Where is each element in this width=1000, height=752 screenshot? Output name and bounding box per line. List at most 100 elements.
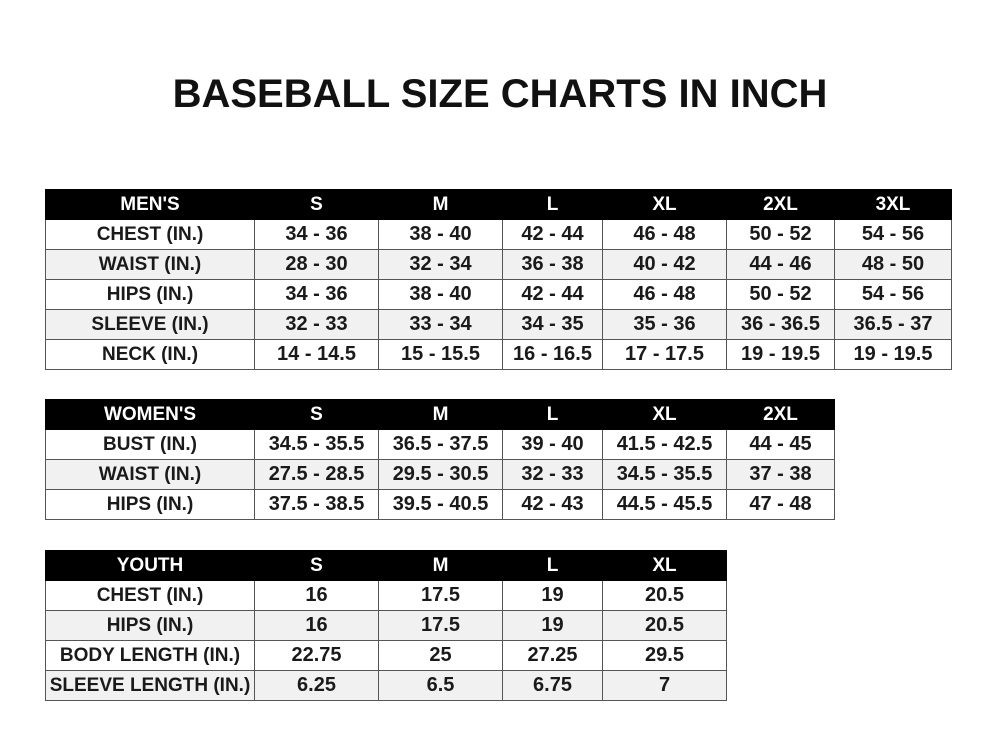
table-row: HIPS (IN.) 34 - 36 38 - 40 42 - 44 46 - 48 50… (45, 279, 952, 310)
size-value-cell: 50 - 52 (726, 219, 835, 250)
size-column-header: M (378, 550, 503, 581)
measurement-label: HIPS (IN.) (45, 489, 255, 520)
size-value-cell: 37.5 - 38.5 (254, 489, 379, 520)
size-value-cell: 36 - 38 (502, 249, 603, 280)
size-value-cell: 20.5 (602, 610, 727, 641)
size-column-header: 2XL (726, 399, 835, 430)
measurement-label: HIPS (IN.) (45, 279, 255, 310)
size-value-cell: 32 - 33 (254, 309, 379, 340)
size-value-cell: 48 - 50 (834, 249, 952, 280)
size-value-cell: 14 - 14.5 (254, 339, 379, 370)
table-row: BODY LENGTH (IN.) 22.75 25 27.25 29.5 (45, 640, 727, 671)
size-value-cell: 17.5 (378, 610, 503, 641)
size-value-cell: 54 - 56 (834, 279, 952, 310)
size-value-cell: 42 - 44 (502, 279, 603, 310)
size-column-header: S (254, 550, 379, 581)
size-value-cell: 50 - 52 (726, 279, 835, 310)
size-value-cell: 44 - 46 (726, 249, 835, 280)
size-value-cell: 34.5 - 35.5 (254, 429, 379, 460)
size-value-cell: 54 - 56 (834, 219, 952, 250)
size-value-cell: 47 - 48 (726, 489, 835, 520)
table-row: CHEST (IN.) 34 - 36 38 - 40 42 - 44 46 - 48 5… (45, 219, 952, 250)
size-value-cell: 27.25 (502, 640, 603, 671)
size-value-cell: 35 - 36 (602, 309, 727, 340)
size-value-cell: 40 - 42 (602, 249, 727, 280)
table-row: WAIST (IN.) 28 - 30 32 - 34 36 - 38 40 - 42 4… (45, 249, 952, 280)
size-value-cell: 34 - 36 (254, 279, 379, 310)
size-value-cell: 44.5 - 45.5 (602, 489, 727, 520)
size-value-cell: 19 (502, 580, 603, 611)
youth-size-table: YOUTH S M L XL CHEST (IN.) 16 17.5 19 20.5 HIPS (I… (45, 550, 727, 701)
table-row: NECK (IN.) 14 - 14.5 15 - 15.5 16 - 16.5 17 … (45, 339, 952, 370)
size-value-cell: 6.25 (254, 670, 379, 701)
size-column-header: L (502, 550, 603, 581)
measurement-label: SLEEVE (IN.) (45, 309, 255, 340)
table-row: CHEST (IN.) 16 17.5 19 20.5 (45, 580, 727, 611)
size-value-cell: 20.5 (602, 580, 727, 611)
size-value-cell: 6.75 (502, 670, 603, 701)
size-value-cell: 38 - 40 (378, 279, 503, 310)
size-column-header: XL (602, 550, 727, 581)
size-value-cell: 42 - 44 (502, 219, 603, 250)
size-value-cell: 34 - 35 (502, 309, 603, 340)
size-value-cell: 15 - 15.5 (378, 339, 503, 370)
size-value-cell: 42 - 43 (502, 489, 603, 520)
size-value-cell: 41.5 - 42.5 (602, 429, 727, 460)
size-column-header: 2XL (726, 189, 835, 220)
size-column-header: L (502, 189, 603, 220)
size-value-cell: 34.5 - 35.5 (602, 459, 727, 490)
table-category-header: MEN'S (45, 189, 255, 220)
table-header-row: MEN'S S M L XL 2XL 3XL (45, 189, 952, 220)
size-value-cell: 16 - 16.5 (502, 339, 603, 370)
size-column-header: L (502, 399, 603, 430)
size-value-cell: 36.5 - 37 (834, 309, 952, 340)
size-value-cell: 19 (502, 610, 603, 641)
size-value-cell: 29.5 - 30.5 (378, 459, 503, 490)
size-value-cell: 27.5 - 28.5 (254, 459, 379, 490)
measurement-label: WAIST (IN.) (45, 459, 255, 490)
size-value-cell: 44 - 45 (726, 429, 835, 460)
measurement-label: BUST (IN.) (45, 429, 255, 460)
size-column-header: M (378, 189, 503, 220)
table-row: HIPS (IN.) 37.5 - 38.5 39.5 - 40.5 42 - 43 4… (45, 489, 835, 520)
size-value-cell: 28 - 30 (254, 249, 379, 280)
mens-size-table: MEN'S S M L XL 2XL 3XL CHEST (IN.) 34 - 36 38 - 4… (45, 189, 952, 370)
table-row: WAIST (IN.) 27.5 - 28.5 29.5 - 30.5 32 - 33… (45, 459, 835, 490)
size-value-cell: 36.5 - 37.5 (378, 429, 503, 460)
table-category-header: WOMEN'S (45, 399, 255, 430)
size-column-header: 3XL (834, 189, 952, 220)
size-value-cell: 32 - 34 (378, 249, 503, 280)
measurement-label: NECK (IN.) (45, 339, 255, 370)
table-category-header: YOUTH (45, 550, 255, 581)
size-column-header: XL (602, 189, 727, 220)
page-title: BASEBALL SIZE CHARTS IN INCH (172, 72, 828, 116)
size-value-cell: 6.5 (378, 670, 503, 701)
size-value-cell: 34 - 36 (254, 219, 379, 250)
size-value-cell: 16 (254, 610, 379, 641)
size-value-cell: 19 - 19.5 (834, 339, 952, 370)
table-header-row: YOUTH S M L XL (45, 550, 727, 581)
size-value-cell: 38 - 40 (378, 219, 503, 250)
size-value-cell: 22.75 (254, 640, 379, 671)
measurement-label: WAIST (IN.) (45, 249, 255, 280)
size-value-cell: 33 - 34 (378, 309, 503, 340)
measurement-label: BODY LENGTH (IN.) (45, 640, 255, 671)
size-value-cell: 19 - 19.5 (726, 339, 835, 370)
size-value-cell: 46 - 48 (602, 219, 727, 250)
size-column-header: S (254, 399, 379, 430)
table-header-row: WOMEN'S S M L XL 2XL (45, 399, 835, 430)
size-column-header: S (254, 189, 379, 220)
table-row: HIPS (IN.) 16 17.5 19 20.5 (45, 610, 727, 641)
table-row: SLEEVE LENGTH (IN.) 6.25 6.5 6.75 7 (45, 670, 727, 701)
size-value-cell: 37 - 38 (726, 459, 835, 490)
size-value-cell: 29.5 (602, 640, 727, 671)
size-value-cell: 7 (602, 670, 727, 701)
size-value-cell: 17.5 (378, 580, 503, 611)
size-value-cell: 32 - 33 (502, 459, 603, 490)
size-value-cell: 39.5 - 40.5 (378, 489, 503, 520)
size-column-header: M (378, 399, 503, 430)
size-column-header: XL (602, 399, 727, 430)
size-value-cell: 25 (378, 640, 503, 671)
measurement-label: HIPS (IN.) (45, 610, 255, 641)
table-row: SLEEVE (IN.) 32 - 33 33 - 34 34 - 35 35 - 36… (45, 309, 952, 340)
